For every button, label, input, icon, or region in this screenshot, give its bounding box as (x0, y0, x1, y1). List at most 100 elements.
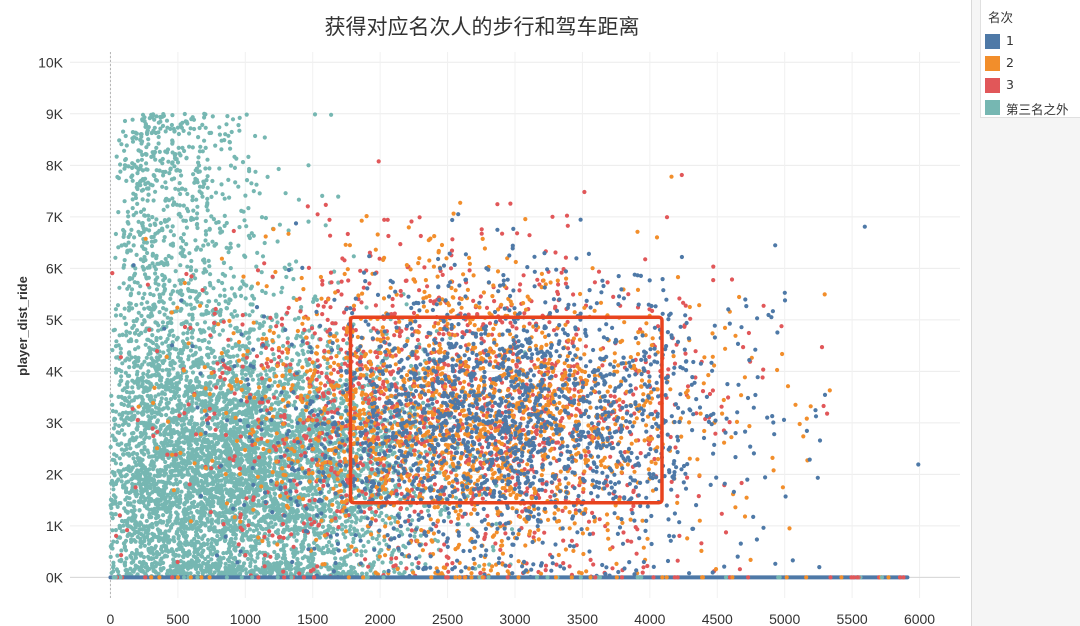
data-point (167, 368, 172, 373)
data-point (187, 312, 192, 317)
data-point (266, 543, 271, 548)
data-point (124, 389, 129, 395)
data-point (144, 409, 150, 414)
data-point (121, 234, 126, 239)
data-point (329, 543, 334, 548)
data-point (202, 267, 207, 272)
data-point (336, 280, 341, 285)
data-point (154, 287, 160, 292)
data-point (260, 381, 265, 386)
data-point (213, 143, 218, 148)
data-point (184, 225, 189, 230)
data-point (271, 367, 276, 372)
data-point (114, 567, 119, 572)
data-point (216, 474, 221, 479)
data-point (158, 467, 163, 473)
data-point (203, 166, 208, 171)
data-point (257, 480, 262, 485)
data-point (292, 399, 298, 404)
data-point (423, 562, 428, 567)
data-point (113, 422, 118, 427)
data-point (227, 559, 232, 564)
data-point (249, 181, 254, 186)
data-point (113, 255, 118, 260)
data-point (115, 303, 121, 308)
data-point (195, 427, 200, 432)
data-point (250, 377, 255, 382)
data-point (213, 190, 219, 195)
data-point (162, 531, 167, 536)
data-point (191, 172, 196, 177)
data-point (181, 331, 186, 336)
data-point (113, 461, 118, 466)
data-point (169, 122, 174, 128)
data-point (160, 320, 165, 325)
data-point (299, 374, 305, 379)
data-point (138, 209, 144, 214)
data-point (240, 160, 246, 165)
data-point (127, 395, 132, 400)
data-point (114, 154, 119, 159)
data-point (130, 130, 135, 135)
data-point (273, 491, 278, 497)
data-point (222, 476, 227, 481)
data-point (279, 290, 284, 295)
data-point (154, 342, 159, 348)
data-point (135, 171, 140, 176)
data-point (173, 392, 178, 397)
data-point (220, 280, 225, 286)
data-point (142, 306, 147, 311)
data-point (177, 203, 182, 208)
data-point (217, 166, 222, 171)
data-point (187, 380, 192, 386)
data-point (336, 194, 341, 199)
data-point (146, 337, 151, 342)
data-point (320, 426, 325, 431)
data-point (156, 282, 161, 287)
data-point (219, 147, 224, 152)
data-point (187, 251, 192, 256)
data-point (155, 527, 160, 532)
data-point (223, 514, 228, 519)
data-point (124, 143, 129, 148)
data-point (140, 513, 145, 518)
data-point (154, 253, 159, 258)
data-point (153, 511, 158, 516)
data-point (325, 343, 330, 348)
data-point (127, 357, 132, 362)
data-point (185, 191, 190, 197)
data-point (297, 358, 302, 364)
data-point (228, 359, 233, 365)
data-point (405, 527, 410, 532)
data-point (243, 254, 248, 259)
data-point (301, 379, 306, 384)
data-point (296, 352, 301, 357)
data-point (200, 122, 205, 127)
data-point (179, 529, 184, 535)
data-point (162, 392, 167, 397)
data-point (306, 219, 311, 224)
data-point (377, 550, 382, 555)
data-point (242, 417, 247, 423)
data-point (324, 543, 329, 549)
data-point (168, 229, 173, 234)
data-point (188, 268, 193, 273)
data-point (218, 313, 223, 318)
data-point (111, 493, 116, 498)
data-point (192, 504, 197, 510)
data-point (224, 306, 229, 311)
data-point (418, 533, 423, 538)
data-point (186, 455, 191, 460)
data-point (151, 154, 156, 159)
data-point (119, 548, 124, 553)
data-point (274, 313, 279, 318)
data-point (248, 286, 253, 291)
data-point (227, 195, 232, 200)
data-point (310, 492, 315, 497)
data-point (327, 540, 332, 545)
data-point (277, 222, 282, 227)
data-point (140, 375, 145, 380)
data-point (227, 555, 232, 560)
data-point (191, 425, 197, 430)
data-point (439, 507, 444, 513)
